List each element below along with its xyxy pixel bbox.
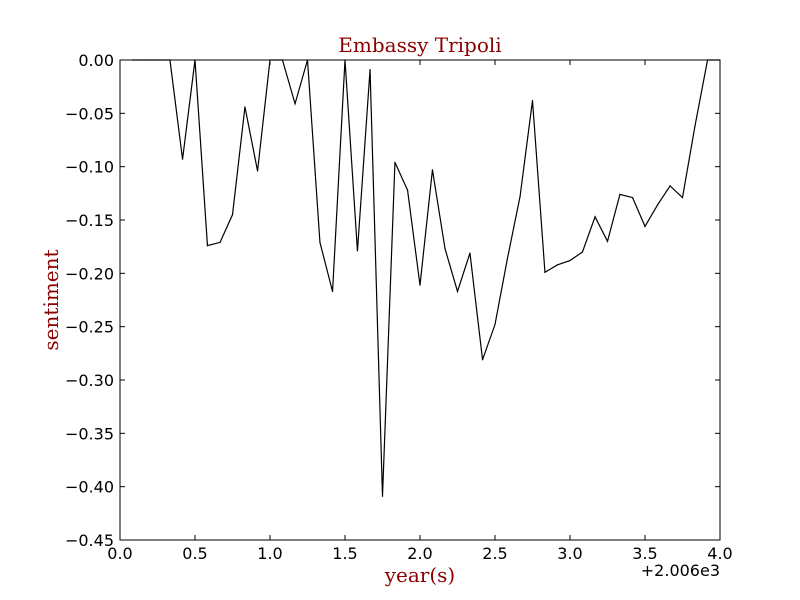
- data-point: [319, 241, 321, 243]
- x-tick-label: 3.5: [632, 544, 657, 563]
- data-point: [506, 257, 509, 259]
- data-point: [531, 99, 534, 102]
- series-layer: [131, 59, 721, 497]
- data-point: [594, 216, 596, 218]
- y-tick-label: −0.05: [65, 104, 114, 123]
- data-point: [631, 197, 634, 199]
- x-tick-label: 1.0: [257, 544, 282, 563]
- data-point: [519, 195, 521, 198]
- data-point: [456, 290, 459, 293]
- plot-frame: [119, 59, 721, 541]
- data-point: [394, 161, 396, 163]
- chart-title: Embassy Tripoli: [338, 33, 501, 57]
- data-point: [369, 69, 371, 71]
- data-point: [669, 185, 671, 187]
- y-tick-label: −0.40: [65, 478, 114, 497]
- data-point: [431, 169, 434, 171]
- x-tick-label: 2.0: [407, 544, 432, 563]
- data-point: [419, 284, 421, 286]
- data-point: [656, 204, 659, 206]
- data-point: [581, 251, 584, 253]
- data-point: [294, 103, 296, 105]
- data-point: [556, 264, 559, 266]
- series-line: [132, 59, 720, 497]
- data-point: [544, 271, 546, 273]
- x-tick-label: 0.5: [182, 544, 207, 563]
- data-point: [494, 323, 496, 326]
- y-tick-label: −0.20: [65, 264, 114, 283]
- data-point: [231, 214, 234, 216]
- data-point: [681, 197, 684, 199]
- x-tick-label: 3.0: [557, 544, 582, 563]
- data-point: [331, 290, 334, 293]
- data-point: [406, 189, 409, 191]
- data-point: [219, 241, 221, 243]
- x-axis-offset-label: +2.006e3: [641, 561, 720, 580]
- data-point: [606, 240, 609, 242]
- y-tick-label: −0.45: [65, 531, 114, 550]
- axis-ticks: 0.0 0.5 1.0 1.5 2.0 2.5 3.0 3.5 4.0 0.00 −0.05 −0.1…: [65, 51, 733, 563]
- data-point: [244, 106, 246, 108]
- y-tick-label: 0.00: [78, 51, 114, 70]
- data-point: [469, 252, 471, 254]
- data-point: [356, 250, 359, 252]
- data-point: [444, 248, 446, 250]
- x-tick-label: 2.5: [482, 544, 507, 563]
- data-point: [206, 245, 209, 247]
- x-axis-label: year(s): [384, 563, 456, 587]
- y-tick-label: −0.35: [65, 424, 114, 443]
- y-tick-label: −0.25: [65, 318, 114, 337]
- data-point: [481, 359, 484, 361]
- x-tick-label: 0.0: [107, 544, 132, 563]
- y-axis-label: sentiment: [39, 249, 63, 350]
- y-tick-label: −0.30: [65, 371, 114, 390]
- y-tick-label: −0.15: [65, 211, 114, 230]
- data-point: [619, 193, 621, 195]
- data-point: [644, 225, 646, 227]
- data-point: [381, 495, 384, 497]
- x-tick-label: 1.5: [332, 544, 357, 563]
- y-tick-label: −0.10: [65, 158, 114, 177]
- data-point: [256, 170, 259, 172]
- x-tick-label: 4.0: [707, 544, 732, 563]
- data-point: [181, 158, 184, 160]
- data-point: [694, 125, 696, 127]
- data-point: [569, 259, 571, 262]
